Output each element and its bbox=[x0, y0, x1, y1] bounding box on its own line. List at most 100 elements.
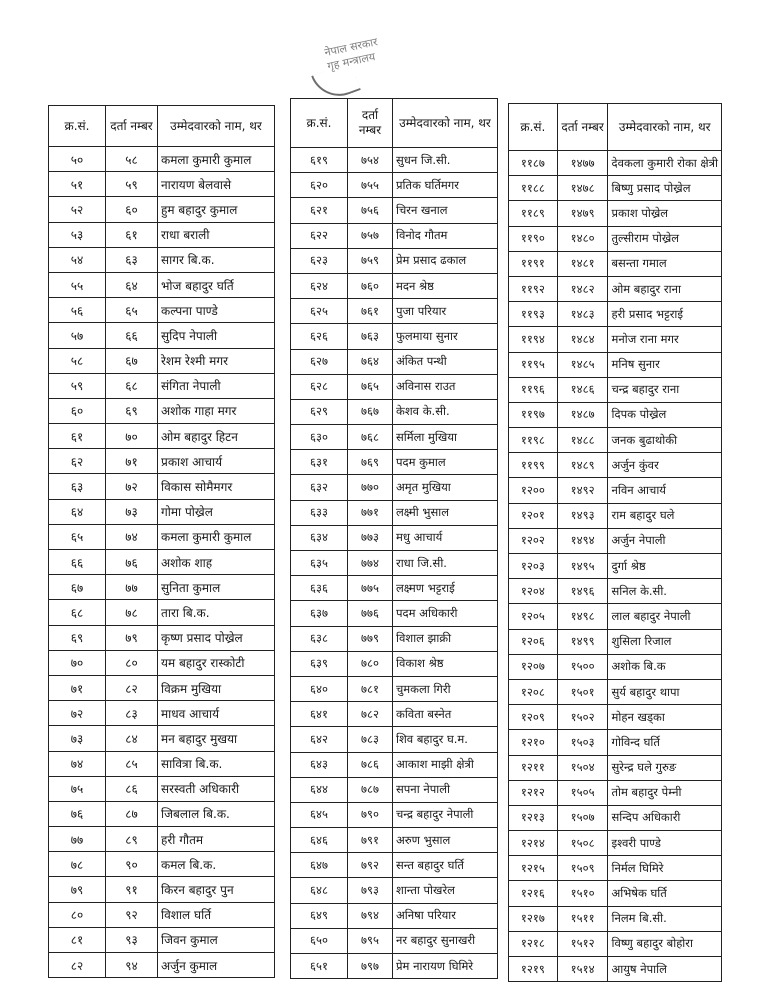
candidate-name: विकास सोमैमगर bbox=[157, 473, 275, 500]
table-row: १२१२ १५०५ तोम बहादुर पेम्नी bbox=[508, 779, 722, 806]
candidate-name: लक्ष्मण भट्टराई bbox=[392, 575, 498, 602]
serial-number: ६६ bbox=[48, 548, 106, 576]
serial-number: ६४४ bbox=[290, 776, 348, 803]
registration-number: १४७९ bbox=[556, 200, 609, 227]
candidate-name: जनक बुढाथोकी bbox=[607, 427, 722, 454]
table-row: ६१९ ७५४ सुधन जि.सी. bbox=[290, 146, 498, 174]
serial-number: ६४१ bbox=[290, 701, 348, 728]
serial-number: ६४५ bbox=[290, 801, 348, 829]
registration-number: ७७१ bbox=[347, 499, 393, 526]
candidate-name: ओम बहादुर राना bbox=[607, 275, 722, 303]
table-row: १२१६ १५१० अभिषेक घर्ति bbox=[508, 880, 722, 907]
candidate-name: हरी गौतम bbox=[157, 826, 275, 853]
serial-number: ६२ bbox=[48, 448, 106, 475]
table-row: ५३ ६१ राधा बराली bbox=[48, 221, 275, 248]
table-row: ६४४ ७८७ सपना नेपाली bbox=[290, 776, 498, 803]
serial-number: ७३ bbox=[48, 725, 106, 752]
registration-number: १४९५ bbox=[556, 552, 609, 580]
candidate-name: अविनास राउत bbox=[392, 373, 498, 400]
serial-number: ११९९ bbox=[508, 452, 558, 479]
table-row: ६३० ७६८ सर्मिला मुखिया bbox=[290, 424, 498, 451]
serial-number: ११९८ bbox=[508, 427, 558, 454]
table-row: ६७ ७७ सुनिता कुमाल bbox=[48, 574, 275, 601]
registration-number: ८२ bbox=[105, 674, 158, 702]
table-row: ११८८ १४७८ बिष्णु प्रसाद पोख्रेल bbox=[508, 175, 722, 202]
candidate-name: हरी प्रसाद भट्टराई bbox=[607, 301, 722, 328]
candidate-name: प्रकाश पोख्रेल bbox=[607, 200, 722, 227]
table-row: ११९६ १४८६ चन्द्र बहादुर राना bbox=[508, 376, 722, 403]
table-row: ६३१ ७६९ पदम कुमाल bbox=[290, 449, 498, 476]
table-row: ११९९ १४८९ अर्जुन कुंवर bbox=[508, 452, 722, 479]
header-row: क्र.सं. दर्ता नम्बर उम्मेदवारको नाम, थर bbox=[290, 98, 498, 148]
serial-number: १२१४ bbox=[508, 830, 558, 857]
serial-number: ६५० bbox=[290, 927, 348, 955]
serial-number: ६२७ bbox=[290, 348, 348, 375]
registration-number: ७६ bbox=[105, 548, 158, 576]
registration-number: ७८ bbox=[105, 599, 158, 626]
table-row: ६४५ ७९० चन्द्र बहादुर नेपाली bbox=[290, 801, 498, 829]
candidate-name: अरुण भुसाल bbox=[392, 827, 498, 854]
candidate-name: ओम बहादुर हिटन bbox=[157, 423, 275, 450]
table-row: १२०७ १५०० अशोक बि.क bbox=[508, 653, 722, 680]
table-row: ११९४ १४८४ मनोज राना मगर bbox=[508, 326, 722, 353]
registration-number: १५०४ bbox=[556, 754, 609, 781]
registration-number: १४८१ bbox=[556, 250, 609, 277]
registration-number: १४९३ bbox=[556, 502, 609, 529]
serial-number: ७९ bbox=[48, 876, 106, 903]
candidate-name: राधा बराली bbox=[157, 221, 275, 248]
table-row: ७२ ८३ माधव आचार्य bbox=[48, 700, 275, 727]
candidate-name: बिष्णु प्रसाद पोख्रेल bbox=[607, 175, 722, 202]
serial-number: ६२२ bbox=[290, 222, 348, 249]
candidate-table-2: क्र.सं. दर्ता नम्बर उम्मेदवारको नाम, थर ६१९… bbox=[290, 98, 498, 980]
table-row: ६३ ७२ विकास सोमैमगर bbox=[48, 473, 275, 500]
serial-number: १२०९ bbox=[508, 704, 558, 731]
table-row: ६५० ७९५ नर बहादुर सुनाखरी bbox=[290, 927, 498, 955]
candidate-name: प्रकाश आचार्य bbox=[157, 448, 275, 475]
candidate-name: भोज बहादुर घर्ति bbox=[157, 271, 275, 299]
serial-number: १२१९ bbox=[508, 955, 558, 983]
table-row: ७९ ९१ किरन बहादुर पुन bbox=[48, 876, 275, 903]
candidate-name: इश्वरी पाण्डे bbox=[607, 830, 722, 857]
serial-number: ६३७ bbox=[290, 600, 348, 627]
serial-number: ६३४ bbox=[290, 524, 348, 552]
candidate-name: चिरन खनाल bbox=[392, 197, 498, 224]
candidate-name: विष्णु बहादुर बोहोरा bbox=[607, 930, 722, 958]
table-row: ५८ ६७ रेशम रेश्मी मगर bbox=[48, 347, 275, 374]
registration-number: ७९० bbox=[347, 801, 393, 829]
candidate-name: अर्जुन कुंवर bbox=[607, 452, 722, 479]
table-row: १२१८ १५१२ विष्णु बहादुर बोहोरा bbox=[508, 930, 722, 958]
serial-number: ६३१ bbox=[290, 449, 348, 476]
serial-number: ६४२ bbox=[290, 726, 348, 753]
registration-number: ८० bbox=[105, 649, 158, 676]
candidate-name: सन्दिप अधिकारी bbox=[607, 804, 722, 832]
candidate-name: लाल बहादुर नेपाली bbox=[607, 603, 722, 630]
serial-number: ११९४ bbox=[508, 326, 558, 353]
registration-number: ६८ bbox=[105, 372, 158, 399]
candidate-name: सागर बि.क. bbox=[157, 246, 275, 273]
registration-number: १५०३ bbox=[556, 729, 609, 756]
table-row: ६५१ ७९७ प्रेम नारायण घिमिरे bbox=[290, 952, 498, 980]
candidate-name: मनिष सुनार bbox=[607, 351, 722, 378]
serial-number: ११९३ bbox=[508, 301, 558, 328]
candidate-name: पुजा परियार bbox=[392, 298, 498, 325]
registration-number: ७७३ bbox=[347, 524, 393, 552]
candidate-name: कमला कुमारी कुमाल bbox=[157, 145, 275, 173]
registration-number: १४९६ bbox=[556, 578, 609, 605]
table-row: ६३३ ७७१ लक्ष्मी भुसाल bbox=[290, 499, 498, 526]
serial-number: १२०६ bbox=[508, 628, 558, 655]
registration-number: ७५६ bbox=[347, 197, 393, 224]
registration-number: ७६४ bbox=[347, 348, 393, 375]
serial-number: १२११ bbox=[508, 754, 558, 781]
header-row: क्र.सं. दर्ता नम्बर उम्मेदवारको नाम, थर bbox=[508, 103, 722, 151]
table-row: ६२९ ७६७ केशव के.सी. bbox=[290, 398, 498, 426]
table-row: ६३६ ७७५ लक्ष्मण भट्टराई bbox=[290, 575, 498, 602]
candidate-name: शुसिला रिजाल bbox=[607, 628, 722, 655]
table-row: १२०५ १४९८ लाल बहादुर नेपाली bbox=[508, 603, 722, 630]
candidate-name: देवकला कुमारी रोका क्षेत्री bbox=[607, 149, 722, 177]
registration-number: १५०७ bbox=[556, 804, 609, 832]
table-row: ६३८ ७७९ विशाल झाक्री bbox=[290, 625, 498, 652]
table-row: ६२१ ७५६ चिरन खनाल bbox=[290, 197, 498, 224]
candidate-name: राम बहादुर घले bbox=[607, 502, 722, 529]
serial-header: क्र.सं. bbox=[48, 105, 106, 147]
registration-number: ७८७ bbox=[347, 776, 393, 803]
